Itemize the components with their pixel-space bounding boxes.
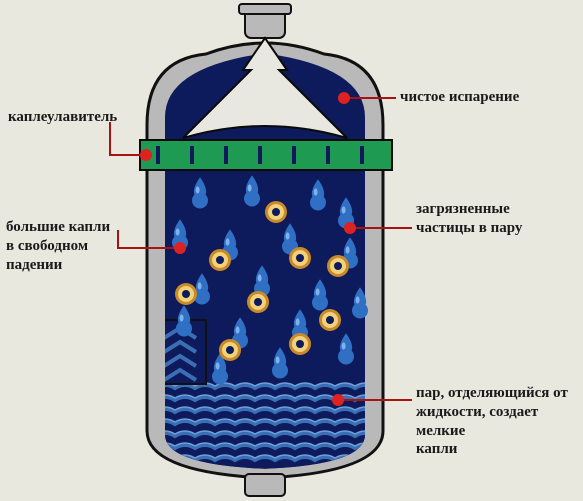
diagram-canvas: чистое испарение каплеулавитель большие … xyxy=(0,0,583,501)
marker-particles_m xyxy=(344,222,356,234)
label-big-drops: большие капли в свободном падении xyxy=(6,218,110,274)
marker-drops_m xyxy=(174,242,186,254)
label-demister: каплеулавитель xyxy=(8,108,117,127)
demister xyxy=(140,140,392,170)
label-pure-vapor: чистое испарение xyxy=(400,88,519,107)
label-vapor-sep: пар, отделяющийся от жидкости, создает м… xyxy=(416,384,583,459)
marker-pure_vapor xyxy=(338,92,350,104)
marker-vapor_sep xyxy=(332,394,344,406)
label-particles: загрязненные частицы в пару xyxy=(416,200,522,238)
neck-bottom xyxy=(245,474,285,496)
marker-demister_m xyxy=(140,149,152,161)
